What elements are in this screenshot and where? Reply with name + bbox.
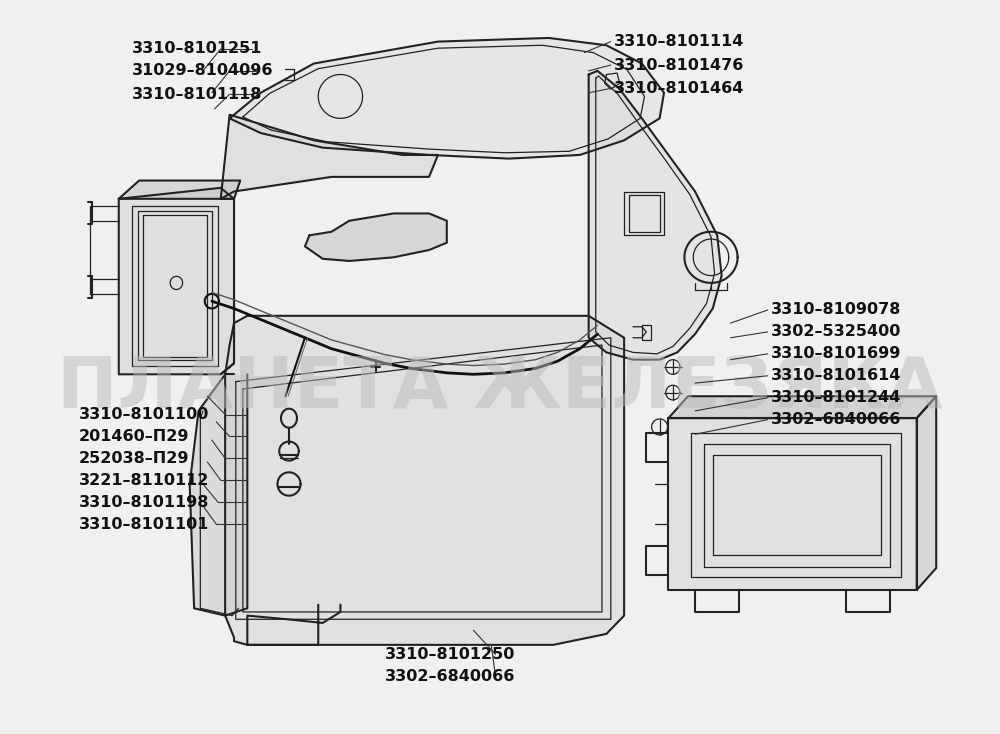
Text: 3310–8101250: 3310–8101250 [385, 647, 515, 662]
Text: 3310–8101100: 3310–8101100 [79, 407, 209, 422]
Text: 3310–8101118: 3310–8101118 [132, 87, 262, 102]
Text: 252038–П29: 252038–П29 [79, 451, 189, 466]
Polygon shape [221, 115, 438, 199]
Polygon shape [119, 188, 234, 374]
Text: 3310–8101251: 3310–8101251 [132, 41, 262, 57]
Polygon shape [190, 374, 247, 616]
Text: 3310–8101114: 3310–8101114 [613, 34, 744, 49]
Text: 3302–6840066: 3302–6840066 [385, 669, 515, 684]
Polygon shape [225, 316, 624, 645]
Text: ПЛАНЕТА ЖЕЛЕЗЯКА: ПЛАНЕТА ЖЕЛЕЗЯКА [57, 355, 943, 424]
Text: 3310–8101198: 3310–8101198 [79, 495, 209, 510]
Polygon shape [917, 396, 936, 590]
Text: 3310–8101699: 3310–8101699 [770, 346, 901, 361]
Polygon shape [305, 214, 447, 261]
Text: 3310–8101476: 3310–8101476 [613, 57, 744, 73]
Polygon shape [668, 396, 936, 418]
Text: 3310–8101244: 3310–8101244 [770, 390, 901, 405]
Text: 3310–8101464: 3310–8101464 [613, 81, 744, 96]
Polygon shape [668, 418, 917, 590]
Text: 3302–6840066: 3302–6840066 [770, 413, 901, 427]
Polygon shape [589, 71, 722, 360]
Polygon shape [119, 181, 240, 199]
Text: 3310–8101614: 3310–8101614 [770, 368, 901, 383]
Polygon shape [230, 38, 664, 159]
Text: 3310–8109078: 3310–8109078 [770, 302, 901, 318]
Text: 3221–8110112: 3221–8110112 [79, 473, 209, 488]
Text: 31029–8104096: 31029–8104096 [132, 63, 274, 79]
Text: 3302–5325400: 3302–5325400 [770, 324, 901, 339]
Text: 3310–8101101: 3310–8101101 [79, 517, 209, 531]
Text: 201460–П29: 201460–П29 [79, 429, 189, 444]
